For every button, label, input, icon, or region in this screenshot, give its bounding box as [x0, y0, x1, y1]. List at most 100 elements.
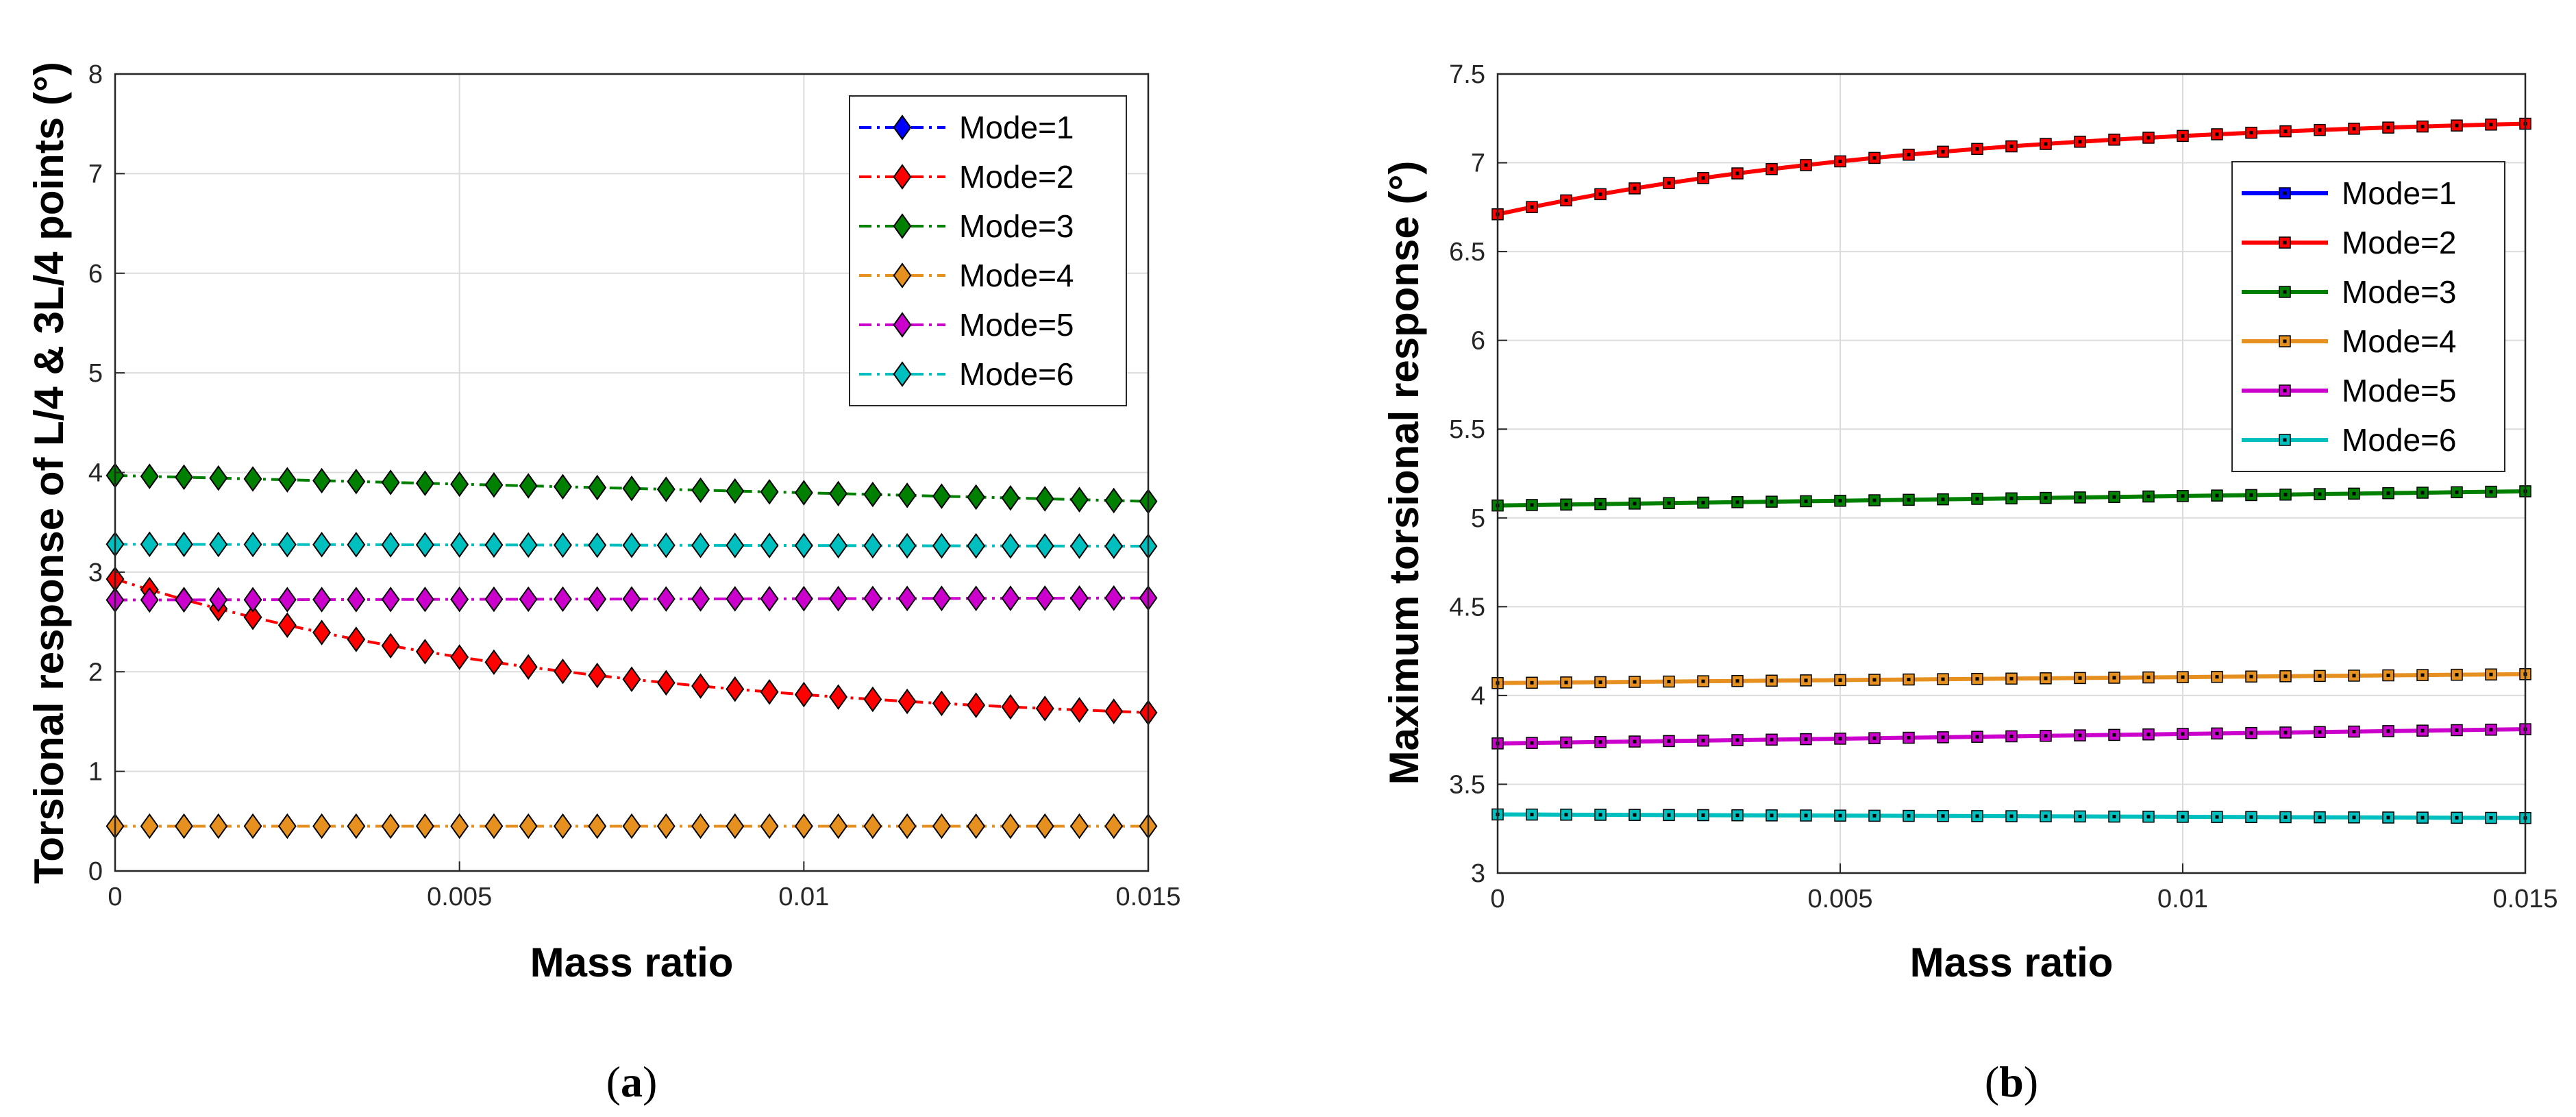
data-point-center [1564, 198, 1568, 202]
data-point-center [2215, 731, 2219, 735]
legend-label: Mode=1 [2342, 175, 2457, 211]
data-point [519, 532, 538, 558]
data-point-center [2146, 733, 2151, 737]
data-point [726, 676, 745, 702]
data-point-center [2489, 672, 2493, 676]
legend-label: Mode=5 [959, 307, 1074, 343]
data-point-center [2044, 734, 2048, 738]
data-point [450, 586, 469, 613]
data-point-center [2318, 730, 2322, 734]
data-point [588, 813, 607, 839]
data-point [243, 531, 262, 558]
data-point [863, 532, 882, 559]
data-point [553, 586, 572, 613]
data-point-center [2420, 125, 2425, 129]
data-point [347, 813, 366, 839]
data-point-center [2283, 493, 2288, 497]
data-point [588, 586, 607, 612]
data-point-center [2181, 134, 2185, 138]
data-point [1035, 696, 1054, 722]
series-b [1491, 117, 2531, 824]
data-point [1104, 698, 1124, 724]
data-point [347, 532, 366, 558]
y-tick-label: 4.5 [1449, 593, 1485, 622]
data-point-center [2283, 815, 2288, 819]
data-point [415, 639, 434, 665]
data-point-center [1907, 498, 1911, 502]
data-point [1104, 487, 1124, 514]
data-point-center [2112, 676, 2116, 680]
y-tick-label: 5 [1471, 504, 1485, 533]
data-point-center [2009, 496, 2014, 500]
data-point-center [2455, 673, 2459, 677]
legend-item: Mode=6 [2242, 422, 2457, 458]
data-point-center [2078, 140, 2082, 144]
data-point-center [1564, 813, 1568, 817]
x-tick-label: 0.01 [778, 883, 829, 911]
data-point-center [2386, 729, 2390, 733]
data-point-center [1941, 498, 1945, 502]
data-point-center [2078, 495, 2082, 500]
data-point-center [1598, 502, 1602, 506]
data-point [1001, 532, 1020, 559]
data-point [1104, 533, 1124, 559]
data-point [175, 531, 194, 558]
data-point [622, 813, 641, 839]
data-point [656, 532, 676, 558]
data-point-center [1975, 497, 1979, 501]
data-point [312, 813, 332, 839]
data-point [484, 649, 504, 676]
legend-marker-center [2283, 438, 2287, 442]
data-point [967, 484, 986, 511]
y-tick-label: 8 [88, 60, 103, 89]
data-point-center [1598, 192, 1602, 196]
data-point-center [1838, 813, 1842, 818]
chart-panel-b: 0 0.005 0.01 0.015 3 3.5 4 4.5 5 5.5 6 6.5 7 7.5 Mas… [1381, 60, 2558, 1106]
data-point [794, 532, 813, 558]
data-point-center [1598, 680, 1602, 684]
legend-marker-center [2283, 191, 2287, 195]
data-point [794, 585, 813, 612]
legend-marker [893, 312, 912, 338]
legend-label: Mode=4 [959, 258, 1074, 293]
legend-label: Mode=5 [2342, 373, 2457, 408]
data-point [553, 813, 572, 839]
series-mode-5 [106, 585, 1158, 613]
y-ticks-a: 0 1 2 3 4 5 6 7 8 [88, 60, 125, 886]
data-point [450, 471, 469, 498]
data-point-center [2352, 674, 2356, 678]
legend-label: Mode=2 [2342, 225, 2457, 260]
data-point [726, 478, 745, 504]
series-mode-6 [106, 531, 1158, 559]
y-tick-label: 2 [88, 658, 103, 687]
data-point [794, 480, 813, 506]
data-point [656, 670, 676, 696]
legend-item: Mode=5 [2242, 373, 2457, 408]
data-point [932, 813, 951, 839]
y-axis-label-a: Torsional response of L/4 & 3L/4 points … [26, 62, 72, 884]
data-point-center [1701, 739, 1705, 743]
y-tick-label: 6.5 [1449, 238, 1485, 267]
data-point-center [2249, 493, 2253, 497]
data-point [760, 813, 779, 839]
chart-panel-a: 0 0.005 0.01 0.015 0 1 2 3 4 5 6 7 8 Mass ratio Tor… [26, 60, 1181, 1106]
data-point-center [1872, 736, 1877, 740]
x-tick-label: 0 [1490, 885, 1504, 913]
data-point-center [1907, 736, 1911, 740]
data-point-center [2146, 676, 2151, 680]
data-point [863, 585, 882, 612]
data-point [863, 686, 882, 713]
data-point [415, 532, 434, 558]
x-tick-label: 0 [108, 883, 122, 911]
data-point [726, 813, 745, 839]
x-ticks-b: 0 0.005 0.01 0.015 [1490, 863, 2558, 913]
data-point-center [1804, 163, 1808, 167]
data-point-center [2009, 676, 2014, 680]
data-point [897, 813, 917, 839]
data-point-center [2044, 676, 2048, 680]
series-a [106, 463, 1158, 839]
plot-frame-b [1496, 73, 2527, 874]
data-point-center [2078, 814, 2082, 818]
y-tick-label: 4 [1471, 682, 1485, 711]
data-point-center [2181, 494, 2185, 498]
